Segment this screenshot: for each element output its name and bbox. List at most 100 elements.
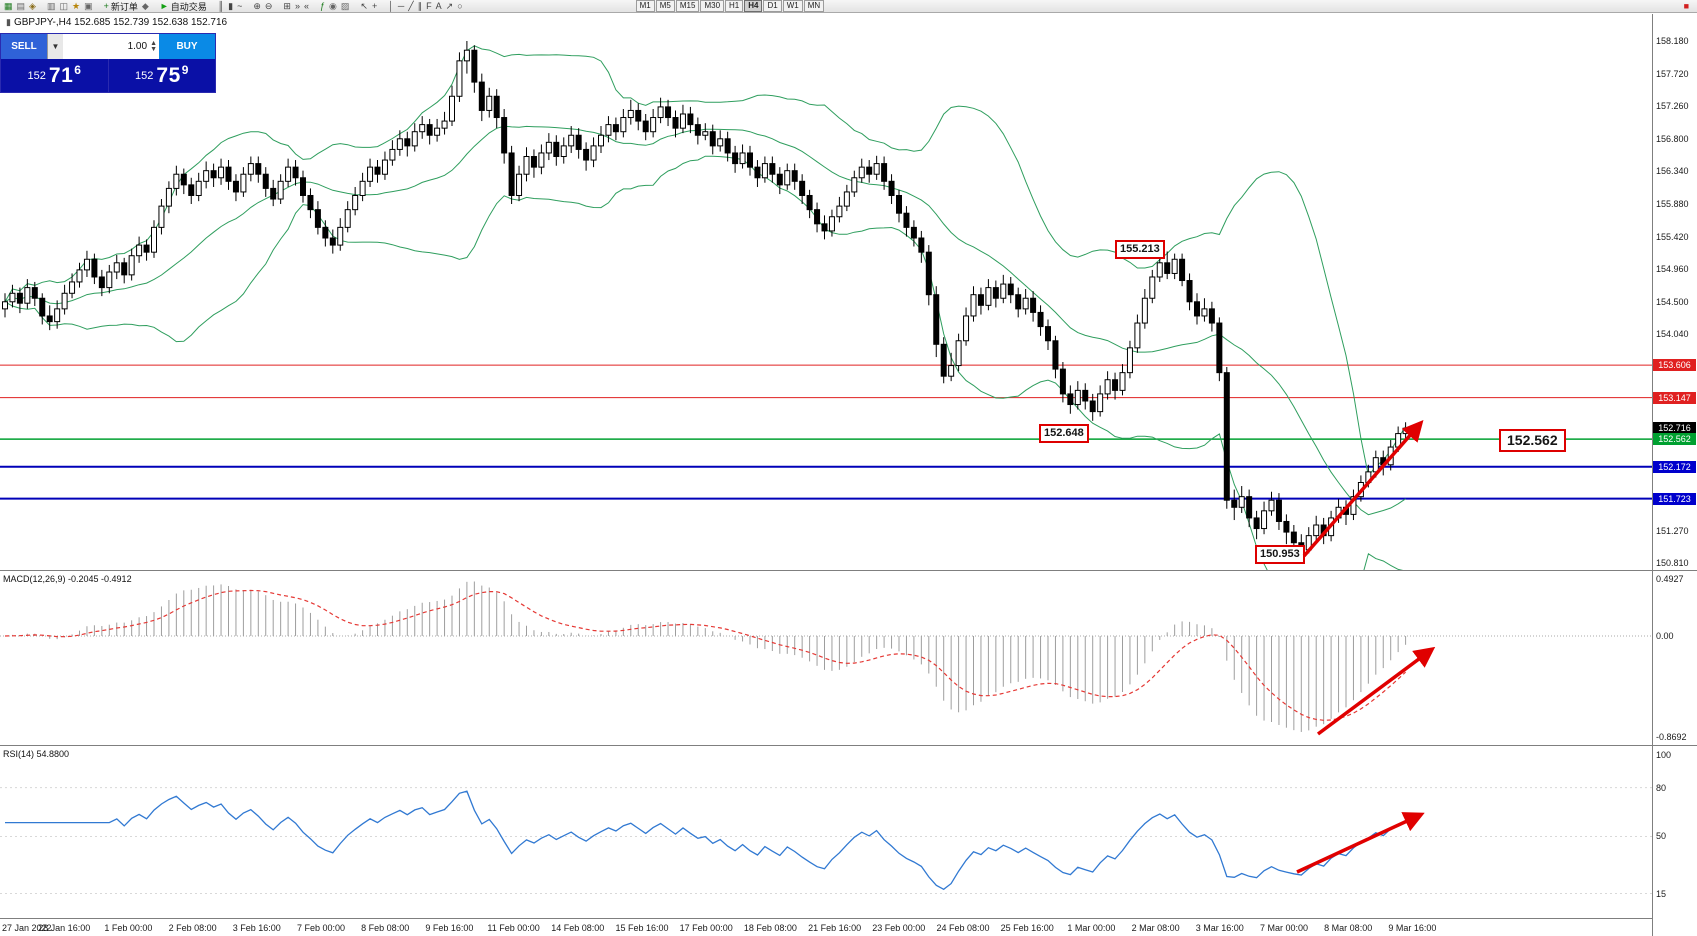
line-chart-button[interactable]: ~ <box>235 0 244 12</box>
time-axis-label: 14 Feb 08:00 <box>551 923 605 933</box>
cursor-button[interactable]: ↖ <box>358 0 370 12</box>
panel-separator[interactable] <box>0 745 1697 746</box>
data-window-icon: ◫ <box>59 1 68 11</box>
data-window-button[interactable]: ◫ <box>57 0 70 12</box>
macd-panel[interactable] <box>0 571 1652 746</box>
buy-price[interactable]: 152 75 9 <box>109 59 216 92</box>
toolbar: ▦ ▤ ◈ ▥ ◫ ★ ▣ + 新订单 ◆ ► 自动交易 ║ ▮ ~ ⊕ ⊖ ⊞» « ƒ ◉ ▨ ↖ + │ ─ ╱ ∥ F A ↗ ○ M… <box>0 0 1697 13</box>
time-axis-label: 7 Mar 00:00 <box>1259 923 1309 933</box>
stepper-down-icon[interactable]: ▼ <box>150 45 157 53</box>
price-annotation: 150.953 <box>1255 545 1305 564</box>
chart-shift-icon: « <box>303 1 309 11</box>
sell-button[interactable]: SELL <box>1 34 47 59</box>
stepper-up-icon[interactable]: ▲ <box>150 39 157 47</box>
tile-windows-button[interactable]: ⊞ <box>281 0 293 12</box>
timeframe-d1[interactable]: D1 <box>763 0 782 12</box>
time-axis-label: 28 Jan 16:00 <box>38 923 91 933</box>
time-axis-label: 2 Mar 08:00 <box>1131 923 1180 933</box>
alert-icon[interactable]: ■ <box>1683 1 1689 11</box>
timeframe-mn[interactable]: MN <box>803 0 825 12</box>
new-order-button[interactable]: + 新订单 <box>102 0 140 12</box>
time-axis[interactable]: 27 Jan 2022 28 Jan 16:00 1 Feb 00:00 2 Feb … <box>0 918 1652 936</box>
chart-shift-button[interactable]: « <box>302 0 311 12</box>
price-axis-label: 155.880 <box>1656 198 1689 209</box>
timeframe-w1[interactable]: W1 <box>782 0 803 12</box>
auto-scroll-icon: » <box>294 1 300 11</box>
timeframe-m5[interactable]: M5 <box>655 0 675 12</box>
tile-windows-icon: ⊞ <box>283 1 291 11</box>
time-axis-label: 11 Feb 00:00 <box>487 923 540 933</box>
price-axis-label: 156.340 <box>1656 166 1689 177</box>
bar-chart-button[interactable]: ║ <box>216 0 226 12</box>
timeframe-buttons: M1 M5 M15 M30 H1 H4 D1 W1 MN <box>635 0 825 12</box>
sell-price-pips: 71 <box>48 63 74 87</box>
market-watch-icon: ▥ <box>46 1 56 11</box>
main-chart[interactable] <box>0 14 1652 571</box>
price-annotation: 155.213 <box>1115 240 1165 259</box>
price-axis-label: 155.420 <box>1656 231 1689 242</box>
fibonacci-button[interactable]: F <box>424 0 434 12</box>
sell-price-frac: 6 <box>74 62 81 77</box>
rsi-panel[interactable] <box>0 746 1652 918</box>
channel-button[interactable]: ∥ <box>416 0 425 12</box>
time-axis-label: 1 Feb 00:00 <box>104 923 153 933</box>
auto-scroll-button[interactable]: » <box>293 0 302 12</box>
price-axis-level-151.723: 151.723 <box>1653 492 1696 505</box>
volume-stepper[interactable]: ▲ ▼ <box>150 39 157 53</box>
horizontal-line-button[interactable]: ─ <box>396 0 406 12</box>
autotrading-button-label: 自动交易 <box>170 1 207 12</box>
rsi-axis-label: 50 <box>1656 831 1667 842</box>
price-annotation: 152.562 <box>1499 429 1566 452</box>
profiles-button[interactable]: ▤ <box>15 0 28 12</box>
chart-icon: ▮ <box>6 17 11 27</box>
metaeditor-button[interactable]: ◆ <box>140 0 151 12</box>
crosshair-button[interactable]: + <box>370 0 379 12</box>
time-axis-label: 1 Mar 00:00 <box>1067 923 1116 933</box>
chart-title: ▮ GBPJPY-,H4 152.685 152.739 152.638 152.… <box>6 17 227 28</box>
templates-button[interactable]: ▨ <box>339 0 352 12</box>
buy-button[interactable]: BUY <box>159 34 215 59</box>
timeframe-m1[interactable]: M1 <box>635 0 655 12</box>
trendline-button[interactable]: ╱ <box>406 0 415 12</box>
macd-axis-label: -0.8692 <box>1656 732 1687 743</box>
refresh-button[interactable]: ◈ <box>27 0 38 12</box>
vertical-line-button[interactable]: │ <box>386 0 396 12</box>
new-order-button-label: 新订单 <box>110 1 138 12</box>
candle-chart-button[interactable]: ▮ <box>226 0 235 12</box>
zoom-in-button[interactable]: ⊕ <box>251 0 263 12</box>
autotrading-button[interactable]: ► 自动交易 <box>158 0 209 12</box>
timeframe-m30[interactable]: M30 <box>700 0 725 12</box>
timeframe-h1[interactable]: H1 <box>725 0 744 12</box>
terminal-button[interactable]: ▣ <box>82 0 95 12</box>
panel-separator[interactable] <box>0 570 1697 571</box>
price-axis-level-152.172: 152.172 <box>1653 460 1696 473</box>
toolbar-buttons: ▦ ▤ ◈ ▥ ◫ ★ ▣ + 新订单 ◆ ► 自动交易 ║ ▮ ~ ⊕ ⊖ ⊞» « ƒ ◉ ▨ ↖ + │ ─ ╱ ∥ F A ↗ ○ <box>2 0 465 13</box>
timeframe-m15[interactable]: M15 <box>675 0 700 12</box>
shapes-button[interactable]: ○ <box>455 0 464 12</box>
navigator-button[interactable]: ★ <box>70 0 82 12</box>
volume-input[interactable]: 1.00 ▲ ▼ <box>63 34 159 59</box>
sell-price-prefix: 152 <box>27 69 46 82</box>
price-axis-label: 150.810 <box>1656 558 1689 569</box>
periods-button[interactable]: ◉ <box>327 0 339 12</box>
new-chart-button[interactable]: ▦ <box>2 0 15 12</box>
zoom-out-button[interactable]: ⊖ <box>263 0 275 12</box>
crosshair-icon: + <box>371 1 378 11</box>
indicators-button[interactable]: ƒ <box>318 0 327 12</box>
price-axis-separator <box>1652 14 1653 936</box>
trendline-icon: ╱ <box>408 1 414 11</box>
time-axis-label: 9 Feb 16:00 <box>425 923 474 933</box>
volume-dropdown[interactable]: ▼ <box>47 34 63 59</box>
buy-price-prefix: 152 <box>135 69 154 82</box>
arrows-button[interactable]: ↗ <box>444 0 456 12</box>
price-axis-label: 151.270 <box>1656 525 1689 536</box>
timeframe-h4[interactable]: H4 <box>744 0 763 12</box>
text-button[interactable]: A <box>434 0 444 12</box>
market-watch-button[interactable]: ▥ <box>45 0 58 12</box>
price-annotation: 152.648 <box>1039 424 1089 443</box>
time-axis-label: 18 Feb 08:00 <box>743 923 797 933</box>
rsi-axis-label: 100 <box>1656 749 1672 760</box>
price-axis-label: 157.720 <box>1656 68 1689 79</box>
sell-price[interactable]: 152 71 6 <box>1 59 109 92</box>
